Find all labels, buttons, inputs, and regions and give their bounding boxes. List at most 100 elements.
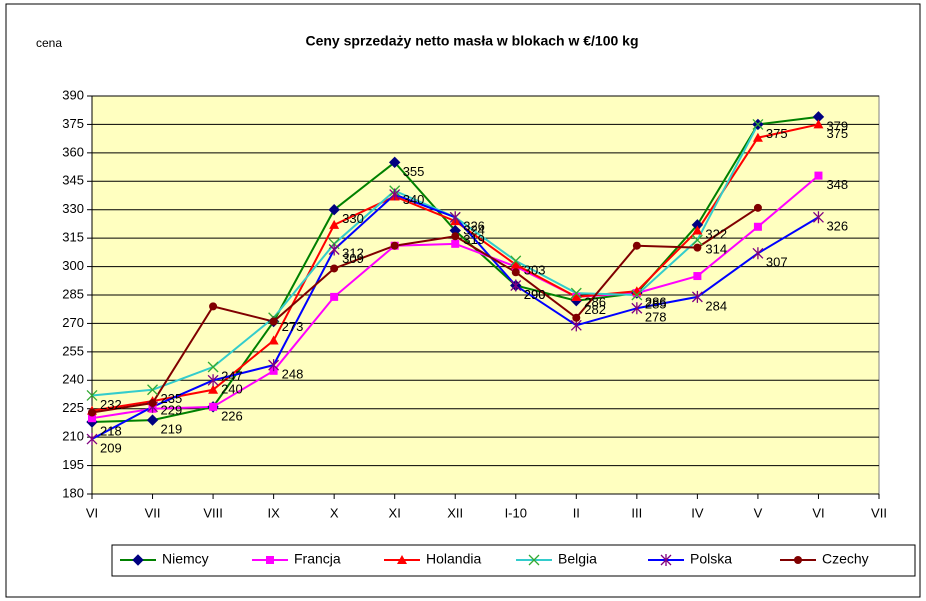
marker [753,203,762,212]
legend-label: Czechy [822,551,869,567]
y-axis-label: cena [36,36,62,50]
marker [86,389,98,401]
y-tick-label: 360 [62,144,84,159]
y-tick-label: 210 [62,429,84,444]
legend-label: Polska [690,551,732,567]
marker [389,188,401,201]
data-label: 248 [282,367,304,382]
data-label: 312 [342,245,364,260]
series-line [91,123,759,397]
data-label: 226 [221,408,243,423]
data-label: 209 [100,440,122,455]
data-label: 340 [403,192,425,207]
data-label: 232 [100,397,122,412]
y-tick-label: 180 [62,485,84,500]
x-tick-label: III [631,505,642,520]
data-label: 307 [766,255,788,270]
data-label: 286 [645,295,667,310]
data-label: 319 [463,232,485,247]
y-tick-label: 240 [62,372,84,387]
y-tick-label: 300 [62,258,84,273]
y-tick-label: 195 [62,457,84,472]
marker [88,408,96,417]
y-tick-label: 345 [62,173,84,188]
marker [451,232,460,241]
marker [207,374,219,387]
legend-marker [397,555,407,564]
x-tick-label: XI [389,505,401,520]
legend-marker [528,554,540,566]
marker [753,222,762,231]
x-tick-label: IX [267,505,280,520]
marker [570,287,582,299]
data-label: 303 [524,262,546,277]
marker [88,414,96,423]
data-label: 218 [100,423,122,438]
legend-label: Francja [294,551,341,567]
marker [146,414,159,426]
x-tick-label: VIII [203,505,223,520]
y-tick-label: 375 [62,116,84,131]
data-label: 322 [705,226,727,241]
marker [330,264,339,273]
data-label: 355 [403,164,425,179]
marker [328,243,340,256]
marker [632,241,641,250]
data-label: 326 [826,219,848,234]
y-tick-label: 255 [62,343,84,358]
x-tick-label: II [573,505,580,520]
data-label: 273 [282,319,304,334]
data-label: 314 [705,241,727,256]
legend-marker [794,556,802,564]
marker [692,225,703,235]
marker [813,211,824,224]
data-label: 282 [584,302,606,317]
data-label: 219 [161,422,183,437]
marker [268,335,279,345]
legend-label: Belgia [558,551,597,567]
marker [451,239,460,248]
y-tick-label: 315 [62,230,84,245]
x-tick-label: VI [812,505,824,520]
marker [752,247,764,260]
data-label: 379 [826,118,848,133]
y-tick-label: 390 [62,87,84,102]
marker [148,399,157,408]
data-label: 375 [766,126,788,141]
legend-marker [660,554,672,566]
y-tick-label: 330 [62,201,84,216]
series-line [91,206,759,414]
marker [510,259,521,269]
x-tick-label: I-10 [505,505,527,520]
marker [631,302,643,315]
chart-title: Ceny sprzedaży netto masła w blokach w €… [305,33,638,49]
marker [693,243,702,252]
marker [691,234,703,246]
marker [390,241,399,250]
data-label: 240 [221,382,243,397]
x-tick-label: VI [86,505,98,520]
marker [328,204,340,216]
x-tick-label: VII [145,505,161,520]
data-label: 286 [584,295,606,310]
marker [329,219,340,229]
data-label: 324 [463,223,485,238]
marker [691,290,703,303]
legend-label: Niemcy [162,551,209,567]
marker [813,119,824,129]
marker [752,118,764,130]
marker [752,132,763,142]
data-label: 278 [645,310,667,325]
marker [449,211,461,224]
marker [631,289,643,301]
marker [86,433,98,446]
marker [208,384,219,394]
marker [268,359,280,372]
x-tick-label: XII [447,505,463,520]
data-label: 326 [463,219,485,234]
data-label: 285 [645,296,667,311]
marker [693,272,702,281]
data-label: 290 [524,287,546,302]
